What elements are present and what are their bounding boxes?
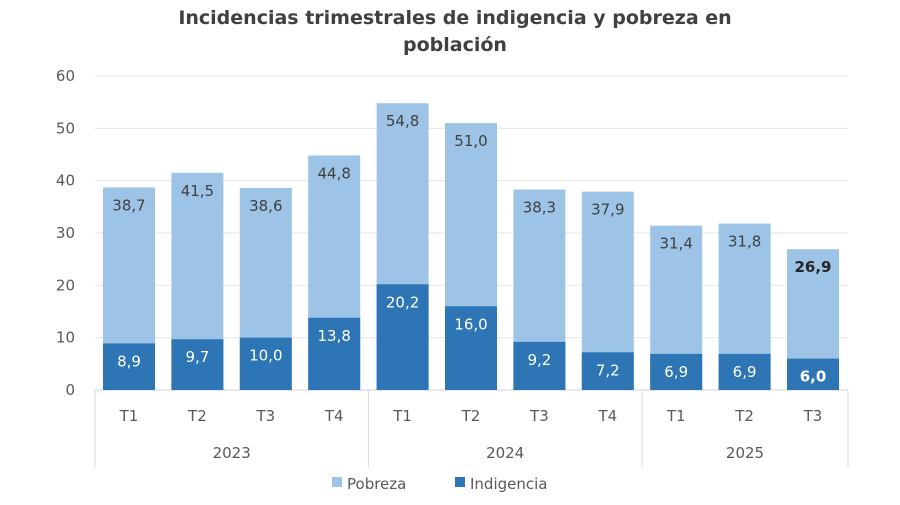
chart-title-line-2: población	[403, 34, 507, 56]
x-tick-label: T3	[529, 407, 549, 425]
data-label-indigencia: 16,0	[454, 315, 487, 333]
data-label-indigencia: 6,9	[733, 363, 757, 381]
data-label-pobreza: 26,9	[794, 258, 831, 276]
y-tick-label: 60	[56, 67, 75, 85]
group-label: 2023	[213, 444, 251, 462]
data-label-indigencia: 6,0	[800, 368, 827, 386]
bar-indigencia	[239, 337, 292, 390]
data-label-pobreza: 54,8	[386, 112, 419, 130]
bar-indigencia	[376, 284, 429, 390]
bar-indigencia	[581, 352, 634, 390]
data-label-pobreza: 38,7	[112, 196, 145, 214]
data-label-pobreza: 37,9	[591, 201, 624, 219]
bar-indigencia	[787, 358, 839, 390]
legend-swatch-indigencia	[455, 477, 465, 487]
bar-indigencia	[103, 343, 155, 390]
data-label-pobreza: 44,8	[317, 165, 350, 183]
legend-swatch-pobreza	[332, 477, 342, 487]
x-tick-label: T4	[597, 407, 617, 425]
bar-indigencia	[718, 353, 771, 390]
bar-indigencia	[650, 353, 703, 390]
data-label-indigencia: 7,2	[596, 361, 620, 379]
bar-indigencia	[171, 339, 224, 390]
data-label-pobreza: 31,8	[728, 233, 761, 251]
x-tick-label: T4	[324, 407, 344, 425]
legend: Pobreza Indigencia	[332, 475, 547, 493]
legend-label-pobreza: Pobreza	[347, 475, 406, 493]
data-label-indigencia: 6,9	[664, 363, 688, 381]
bar-indigencia	[445, 306, 497, 390]
data-label-indigencia: 10,0	[249, 347, 282, 365]
x-tick-label: T2	[461, 407, 481, 425]
x-tick-label: T3	[255, 407, 275, 425]
x-tick-label: T1	[666, 407, 686, 425]
y-tick-label: 20	[56, 276, 75, 294]
data-label-indigencia: 20,2	[386, 293, 419, 311]
data-label-indigencia: 8,9	[117, 352, 141, 370]
data-label-pobreza: 38,3	[523, 199, 556, 217]
y-tick-label: 40	[56, 172, 75, 190]
y-tick-label: 30	[56, 224, 75, 242]
chart-title-line-1: Incidencias trimestrales de indigencia y…	[178, 7, 731, 29]
group-label: 2025	[726, 444, 764, 462]
data-label-indigencia: 9,2	[527, 351, 551, 369]
x-tick-label: T3	[803, 407, 823, 425]
data-label-pobreza: 41,5	[181, 182, 214, 200]
bar-indigencia	[308, 317, 361, 390]
data-label-pobreza: 51,0	[454, 132, 487, 150]
data-label-indigencia: 9,7	[185, 348, 209, 366]
data-label-pobreza: 31,4	[659, 235, 692, 253]
bar-indigencia	[513, 341, 566, 390]
legend-label-indigencia: Indigencia	[470, 475, 547, 493]
x-tick-label: T1	[392, 407, 412, 425]
y-tick-label: 50	[56, 119, 75, 137]
x-tick-label: T1	[119, 407, 139, 425]
y-tick-label: 0	[65, 381, 75, 399]
x-tick-label: T2	[187, 407, 207, 425]
group-label: 2024	[486, 444, 524, 462]
data-label-indigencia: 13,8	[317, 327, 350, 345]
x-tick-label: T2	[734, 407, 754, 425]
y-tick-label: 10	[56, 329, 75, 347]
data-label-pobreza: 38,6	[249, 197, 282, 215]
